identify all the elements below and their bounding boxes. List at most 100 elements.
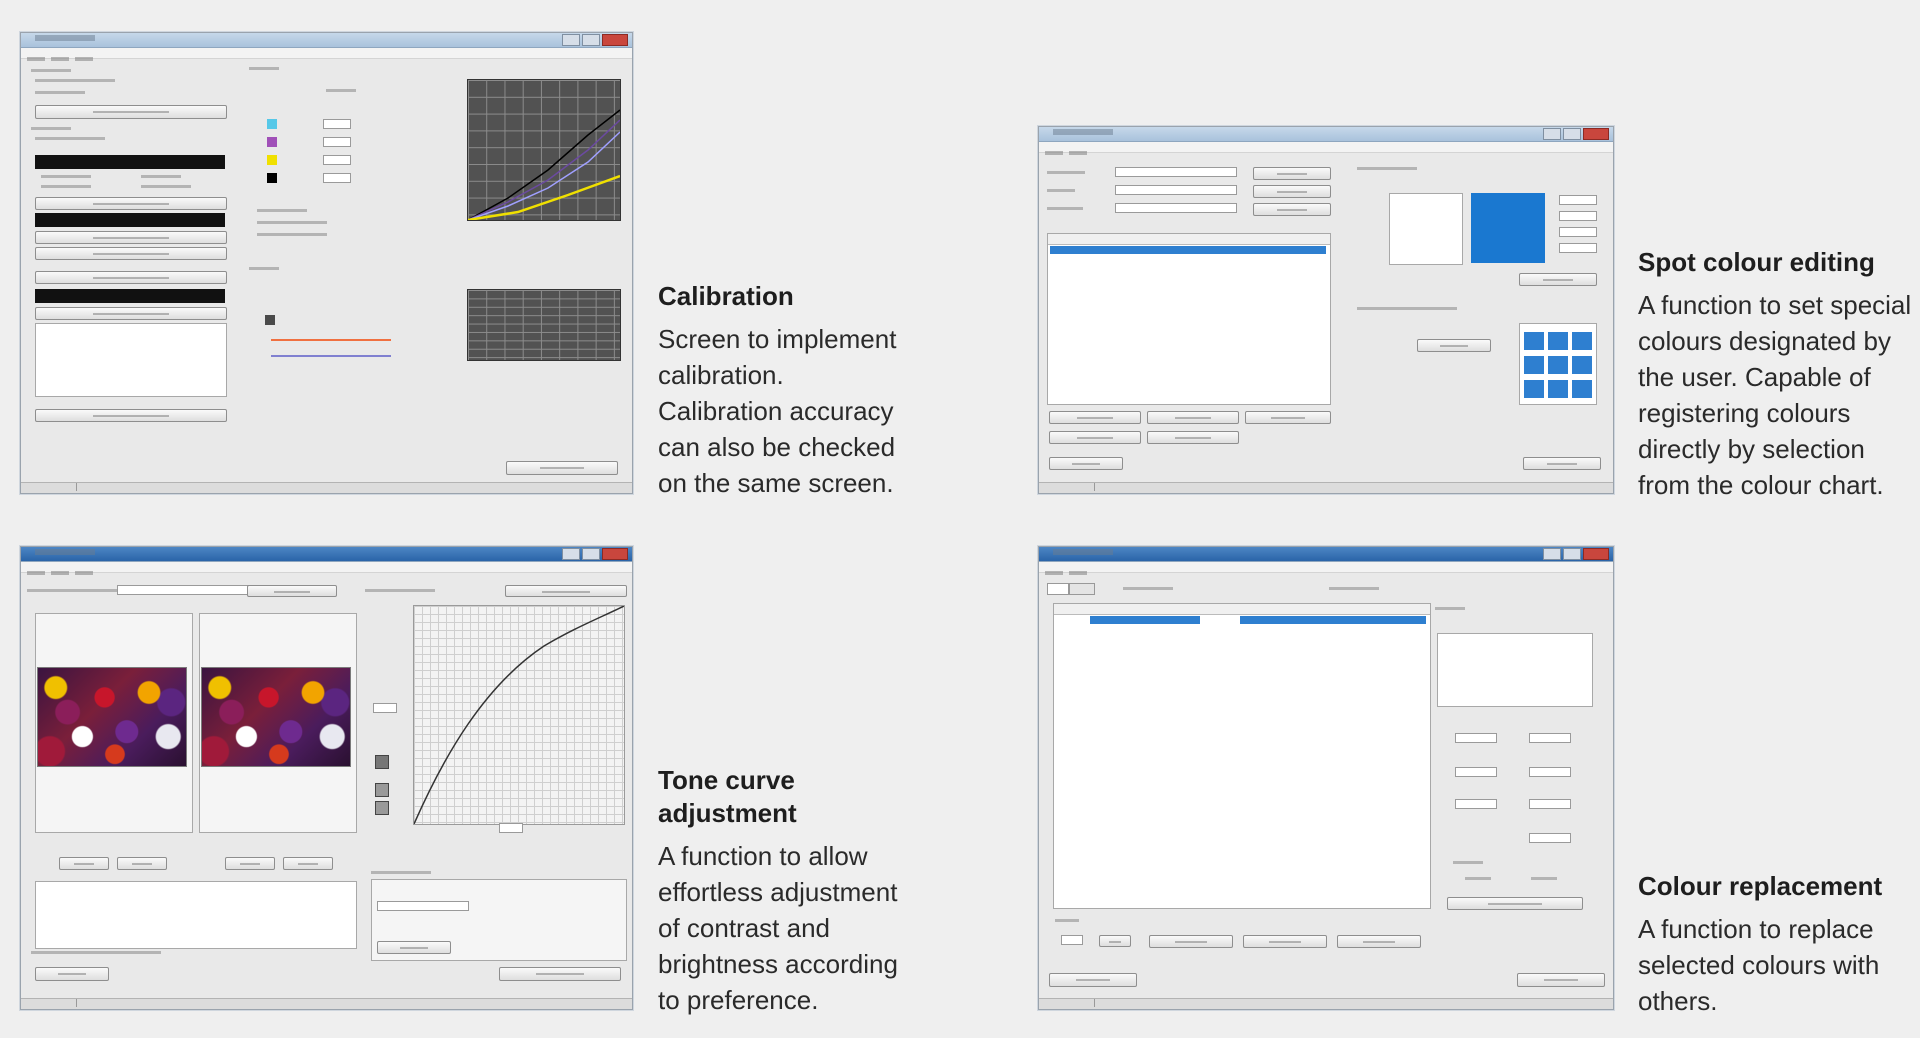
- register-button[interactable]: [1517, 973, 1605, 987]
- zoom-button[interactable]: [117, 857, 167, 870]
- minimize-icon: [1543, 128, 1561, 140]
- replacement-table[interactable]: [1053, 603, 1431, 909]
- remove-button[interactable]: [1253, 203, 1331, 216]
- tab-cmyk[interactable]: [1069, 583, 1095, 595]
- tone-curve-description: A function to allow effortless adjustmen…: [658, 841, 898, 1015]
- remove-point-icon[interactable]: [375, 801, 389, 815]
- before-flower-image: [37, 667, 187, 767]
- maximize-icon: [582, 548, 600, 560]
- menu-bar: [21, 562, 632, 575]
- after-adjustment-preview: [1471, 193, 1545, 263]
- print-test-button[interactable]: [35, 271, 227, 284]
- print-chart-button[interactable]: [1417, 339, 1491, 352]
- output-value-field[interactable]: [499, 823, 523, 833]
- yellow-value-field[interactable]: [323, 155, 351, 165]
- selected-row[interactable]: [1050, 246, 1326, 254]
- status-bar: [21, 998, 632, 1009]
- import-button[interactable]: [35, 967, 109, 981]
- gray-swatch: [265, 315, 275, 325]
- minimize-icon: [562, 548, 580, 560]
- zoom-after-button[interactable]: [283, 857, 333, 870]
- yellow-swatch: [267, 155, 277, 165]
- save-as-button[interactable]: [1519, 273, 1597, 286]
- add-point-icon[interactable]: [375, 783, 389, 797]
- settings-button[interactable]: [35, 197, 227, 210]
- new-button[interactable]: [1149, 935, 1233, 948]
- black-value-field[interactable]: [323, 173, 351, 183]
- menu-bar: [21, 48, 632, 61]
- accuracy-measurement-button[interactable]: [35, 247, 227, 260]
- select-sample-button[interactable]: [247, 585, 337, 597]
- window-titlebar: [21, 33, 632, 48]
- close-icon: [602, 548, 628, 560]
- close-icon: [602, 34, 628, 46]
- add-button[interactable]: [1049, 411, 1141, 424]
- cyan-value-field[interactable]: [323, 119, 351, 129]
- edit-button[interactable]: [1147, 431, 1239, 444]
- apply-button[interactable]: [499, 967, 621, 981]
- rename-button[interactable]: [1253, 185, 1331, 198]
- start-calibration-button[interactable]: [35, 231, 227, 244]
- red-line-sample: [271, 339, 391, 341]
- magenta-swatch: [267, 137, 277, 147]
- copy-button[interactable]: [1337, 935, 1421, 948]
- result-list: [35, 323, 227, 397]
- maximize-icon: [1563, 548, 1581, 560]
- open-button[interactable]: [1253, 167, 1331, 180]
- spot-colour-screenshot: [1038, 126, 1614, 494]
- calibration-caption: Calibration Screen to implement calibrat…: [658, 280, 948, 501]
- maximize-icon: [1563, 128, 1581, 140]
- preset-select[interactable]: [377, 901, 469, 911]
- magenta-value-field[interactable]: [323, 137, 351, 147]
- colour-replacement-description: A function to replace selected colours w…: [1638, 914, 1880, 1016]
- spot-colour-table[interactable]: [1047, 233, 1331, 405]
- name-field[interactable]: [1115, 185, 1237, 195]
- after-flower-image: [201, 667, 351, 767]
- pick-tool-icon[interactable]: [375, 755, 389, 769]
- paper-type-header: [35, 155, 225, 169]
- colour-name-field[interactable]: [1115, 203, 1237, 213]
- tab-rgb[interactable]: [1047, 583, 1069, 595]
- import-button[interactable]: [1049, 973, 1137, 987]
- minimize-icon: [1543, 548, 1561, 560]
- tone-curve-screenshot: [20, 546, 633, 1010]
- sample-picture-field[interactable]: [117, 585, 259, 595]
- close-button[interactable]: [1523, 457, 1601, 470]
- menu-bar: [1039, 562, 1613, 575]
- tone-curve-caption: Tone curve adjustment A function to allo…: [658, 764, 948, 1018]
- status-bar: [1039, 482, 1613, 493]
- reset-button[interactable]: [377, 941, 451, 954]
- fit-button[interactable]: [59, 857, 109, 870]
- spot-colour-caption: Spot colour editing A function to set sp…: [1638, 246, 1920, 503]
- selected-row-left[interactable]: [1090, 616, 1200, 624]
- selected-row-right[interactable]: [1240, 616, 1426, 624]
- load-tone-curve-button[interactable]: [505, 585, 627, 597]
- priority-up-button[interactable]: [1099, 935, 1131, 947]
- delete-button[interactable]: [1243, 935, 1327, 948]
- close-icon: [1583, 548, 1609, 560]
- adjustment-values-table: [35, 881, 357, 949]
- input-value-field[interactable]: [373, 703, 397, 713]
- fit-after-button[interactable]: [225, 857, 275, 870]
- menu-bar: [1039, 142, 1613, 155]
- spot-measurement-button[interactable]: [1147, 411, 1239, 424]
- execute-button[interactable]: [35, 307, 227, 320]
- black-swatch: [267, 173, 277, 183]
- spot-colour-title: Spot colour editing: [1638, 247, 1875, 277]
- colour-chart[interactable]: [1519, 323, 1597, 405]
- apply-button[interactable]: [35, 409, 227, 422]
- colour-replacement-title: Colour replacement: [1638, 871, 1883, 901]
- delete-button[interactable]: [1245, 411, 1331, 424]
- calibration-header: [35, 213, 225, 227]
- import-button[interactable]: [1049, 457, 1123, 470]
- tone-curve-title: Tone curve adjustment: [658, 765, 797, 828]
- maximize-icon: [582, 34, 600, 46]
- priority-field[interactable]: [1061, 935, 1083, 945]
- view-history-button[interactable]: [35, 105, 227, 119]
- select-from-spot-table-button[interactable]: [1447, 897, 1583, 910]
- calibration-screenshot: [20, 32, 633, 494]
- table-name-field[interactable]: [1115, 167, 1237, 177]
- tone-curve-graph[interactable]: [413, 605, 625, 825]
- close-button[interactable]: [506, 461, 618, 475]
- copy-button[interactable]: [1049, 431, 1141, 444]
